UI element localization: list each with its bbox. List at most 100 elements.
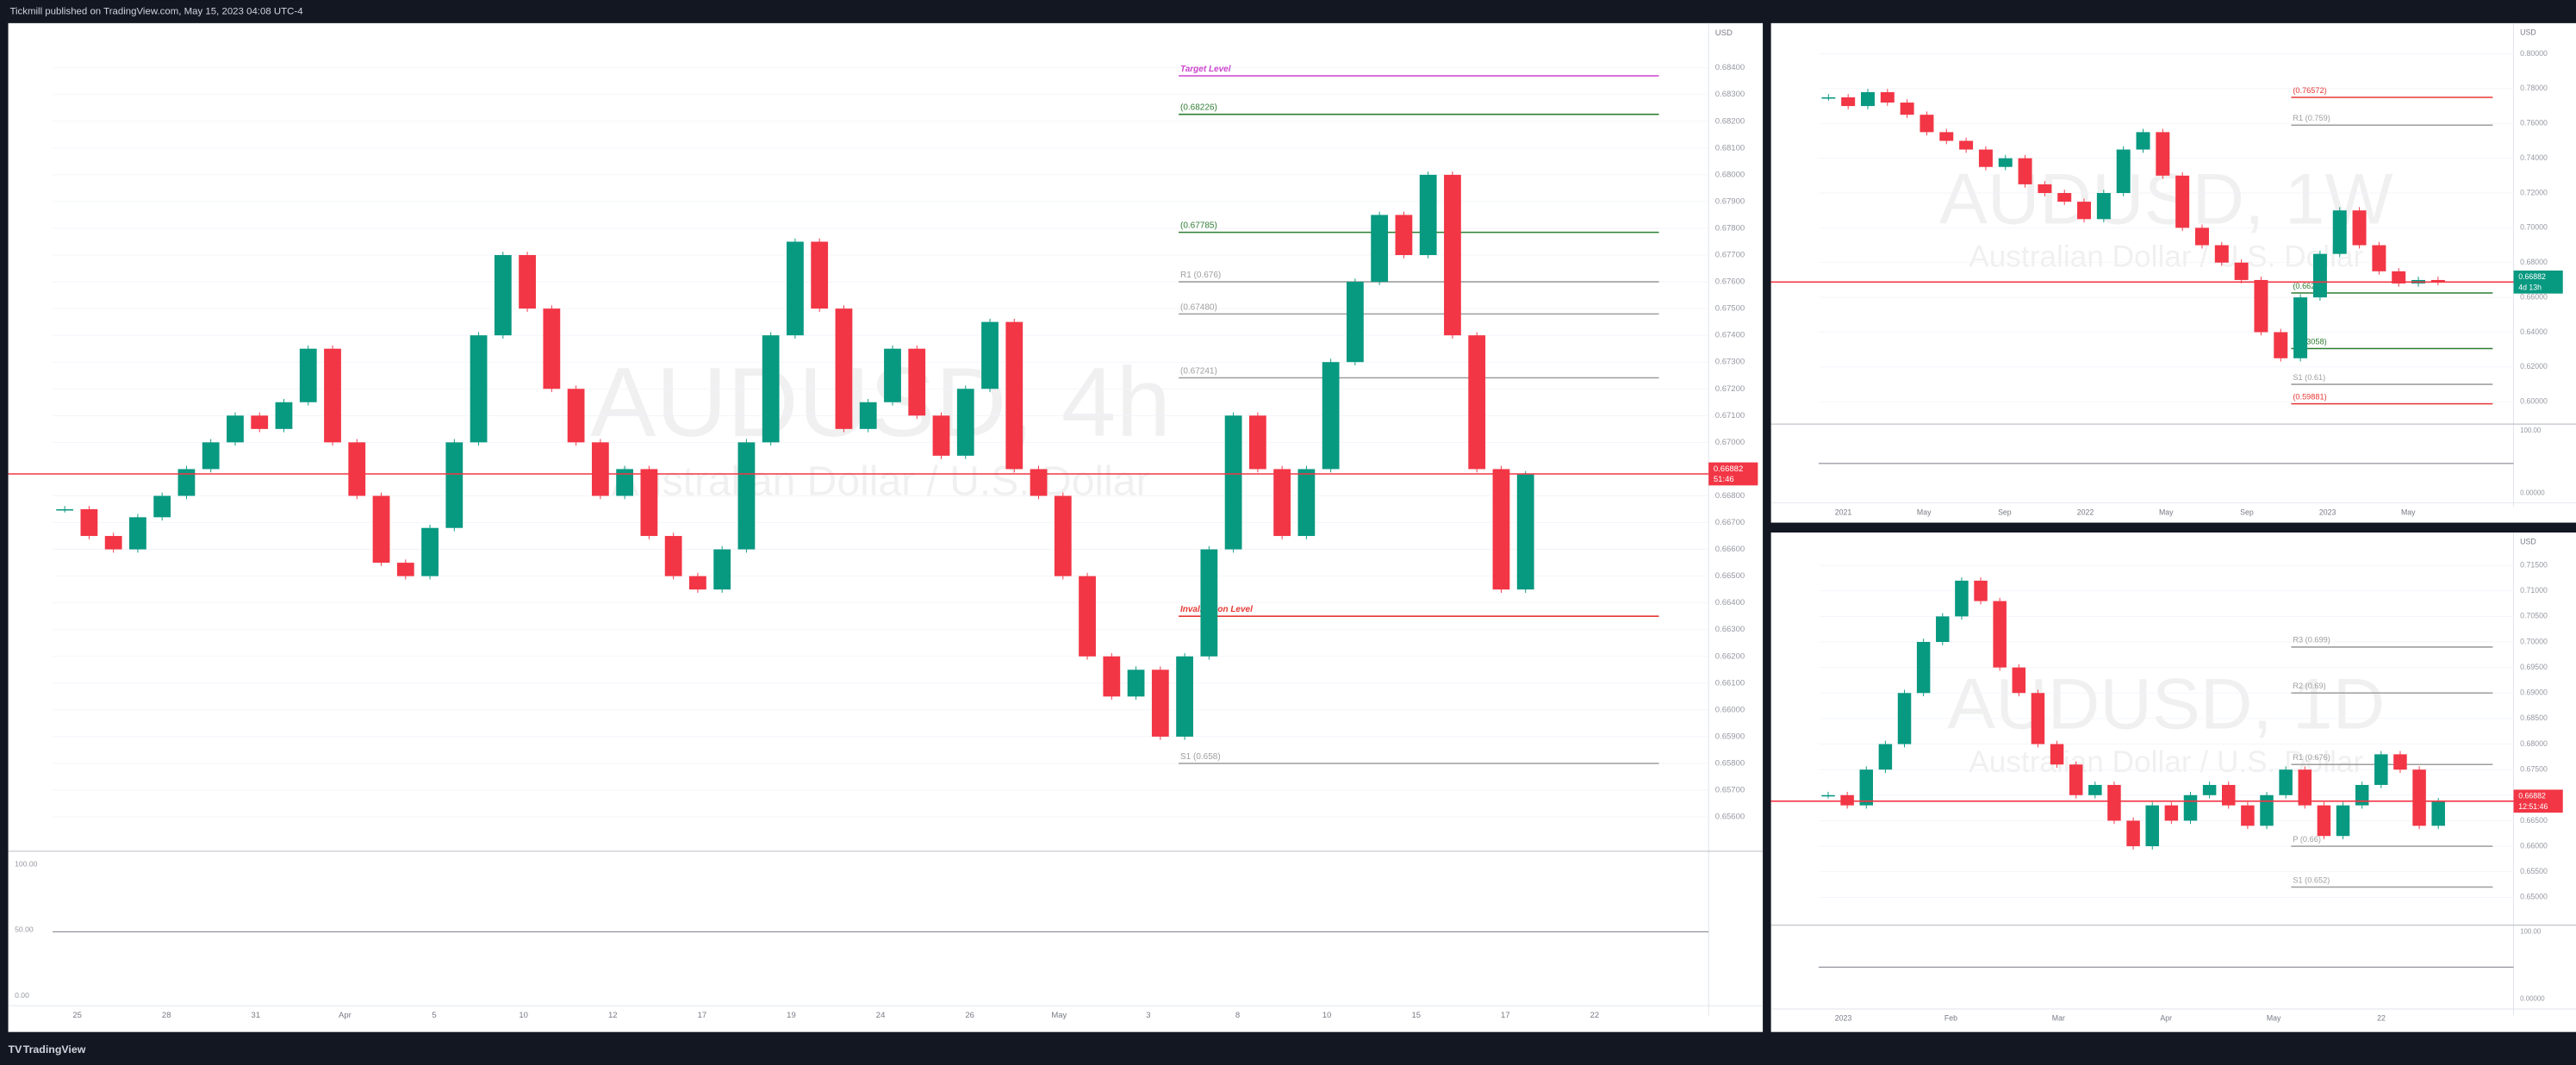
y-tick-label: 0.72000 <box>2520 188 2548 196</box>
level-label: R1 (0.676) <box>2293 753 2330 762</box>
y-tick-label: 0.71500 <box>2520 560 2548 569</box>
candle-body <box>1079 576 1096 657</box>
candle-body <box>2312 253 2327 298</box>
candle-body <box>1516 474 1534 590</box>
candle-body <box>2260 794 2274 826</box>
y-tick-label: 0.70000 <box>2520 223 2548 232</box>
candle-body <box>251 415 269 429</box>
x-tick-label: 12 <box>608 1011 618 1020</box>
candle-body <box>372 495 390 564</box>
level-label: R3 (0.699) <box>2293 636 2330 645</box>
y-tick-label: 0.67800 <box>1715 223 1745 233</box>
watermark-subtitle: Australian Dollar / U.S. Dollar <box>1969 240 2363 273</box>
level-label: S1 (0.61) <box>2293 373 2325 382</box>
candle-body <box>1371 215 1389 283</box>
x-tick-label: Apr <box>2160 1014 2172 1023</box>
candle-body <box>2116 149 2131 194</box>
x-tick-label: 2023 <box>2319 508 2336 516</box>
x-tick-label: 2021 <box>1835 508 1852 516</box>
y-tick-label: 0.74000 <box>2520 153 2548 162</box>
y-tick-label: 0.68300 <box>1715 90 1745 99</box>
candle-body <box>2069 764 2083 795</box>
candle-body <box>1127 670 1145 697</box>
y-tick-label: 0.68100 <box>1715 143 1745 153</box>
x-tick-label: 22 <box>1590 1011 1600 1020</box>
x-tick-label: May <box>1917 508 1932 516</box>
candle-body <box>2298 769 2312 806</box>
candle-body <box>713 549 731 590</box>
countdown: 4d 13h <box>2518 283 2542 291</box>
level-label: (0.67785) <box>1180 221 1217 231</box>
candle-body <box>421 527 439 576</box>
candle-body <box>1936 616 1950 643</box>
level-label: (0.67480) <box>1180 302 1217 312</box>
candle-body <box>567 389 585 443</box>
y-tick-label: 0.68200 <box>1715 116 1745 126</box>
y-tick-label: 0.66000 <box>1715 705 1745 714</box>
candle-body <box>2107 784 2121 821</box>
candle-body <box>1103 656 1121 697</box>
x-tick-label: 19 <box>787 1011 796 1020</box>
y-tick-label: 0.65800 <box>1715 758 1745 768</box>
candle-body <box>1005 321 1024 470</box>
candle-body <box>591 442 609 496</box>
candle-body <box>2175 175 2190 228</box>
currency-label: USD <box>2520 538 2536 546</box>
candle-body <box>1900 103 1914 115</box>
candle-body <box>1939 132 1954 141</box>
candle-body <box>1054 495 1072 576</box>
candle-body <box>299 348 317 402</box>
candle-body <box>2018 158 2032 184</box>
x-tick-label: 31 <box>252 1011 261 1020</box>
y-tick-label: 0.70500 <box>2520 612 2548 620</box>
candle-body <box>2031 693 2045 744</box>
last-price-tag <box>2513 789 2563 813</box>
candle-body <box>2293 297 2308 358</box>
candle-body <box>2088 784 2102 795</box>
osc-label: 100.00 <box>15 859 37 868</box>
level-label: S1 (0.658) <box>1180 752 1221 762</box>
candle-body <box>104 536 122 550</box>
candle-body <box>737 442 756 550</box>
y-tick-label: 0.66800 <box>1715 491 1745 501</box>
y-tick-label: 0.68500 <box>2520 713 2548 722</box>
y-tick-label: 0.70000 <box>2520 637 2548 645</box>
x-tick-label: 2023 <box>1835 1014 1852 1023</box>
candle-body <box>2183 794 2198 821</box>
candle-body <box>2374 754 2388 785</box>
candle-body <box>470 335 488 443</box>
last-price: 0.66882 <box>1714 464 1743 474</box>
candle-body <box>2352 210 2367 246</box>
candle-body <box>1840 794 1854 806</box>
candle-body <box>1916 642 1931 694</box>
osc-label: 100.00 <box>2520 427 2542 434</box>
candle-body <box>1030 469 1048 496</box>
y-tick-label: 0.66600 <box>1715 545 1745 554</box>
y-tick-label: 0.68400 <box>1715 63 1745 72</box>
y-tick-label: 0.67200 <box>1715 384 1745 394</box>
candle-body <box>2431 800 2445 826</box>
y-tick-label: 0.67900 <box>1715 196 1745 206</box>
candle-body <box>227 415 244 443</box>
candle-body <box>884 348 901 402</box>
y-tick-label: 0.66700 <box>1715 518 1745 527</box>
x-tick-label: Mar <box>2052 1014 2065 1023</box>
candle-body <box>2355 784 2369 806</box>
x-tick-label: Sep <box>2240 508 2254 516</box>
candle-body <box>2279 769 2293 795</box>
candle-body <box>2136 132 2150 150</box>
x-tick-label: May <box>2159 508 2174 516</box>
currency-label: USD <box>1715 28 1733 38</box>
candle-body <box>2336 805 2350 837</box>
candle-body <box>1200 549 1218 657</box>
candle-body <box>396 563 414 576</box>
candle-body <box>445 442 464 528</box>
level-label: S1 (0.652) <box>2293 875 2330 884</box>
candle-body <box>859 402 877 429</box>
y-tick-label: 0.67500 <box>1715 304 1745 314</box>
candle-body <box>348 442 366 496</box>
countdown: 12:51:46 <box>2518 802 2548 811</box>
candle-body <box>1959 140 1974 150</box>
candle-body <box>2412 769 2426 826</box>
